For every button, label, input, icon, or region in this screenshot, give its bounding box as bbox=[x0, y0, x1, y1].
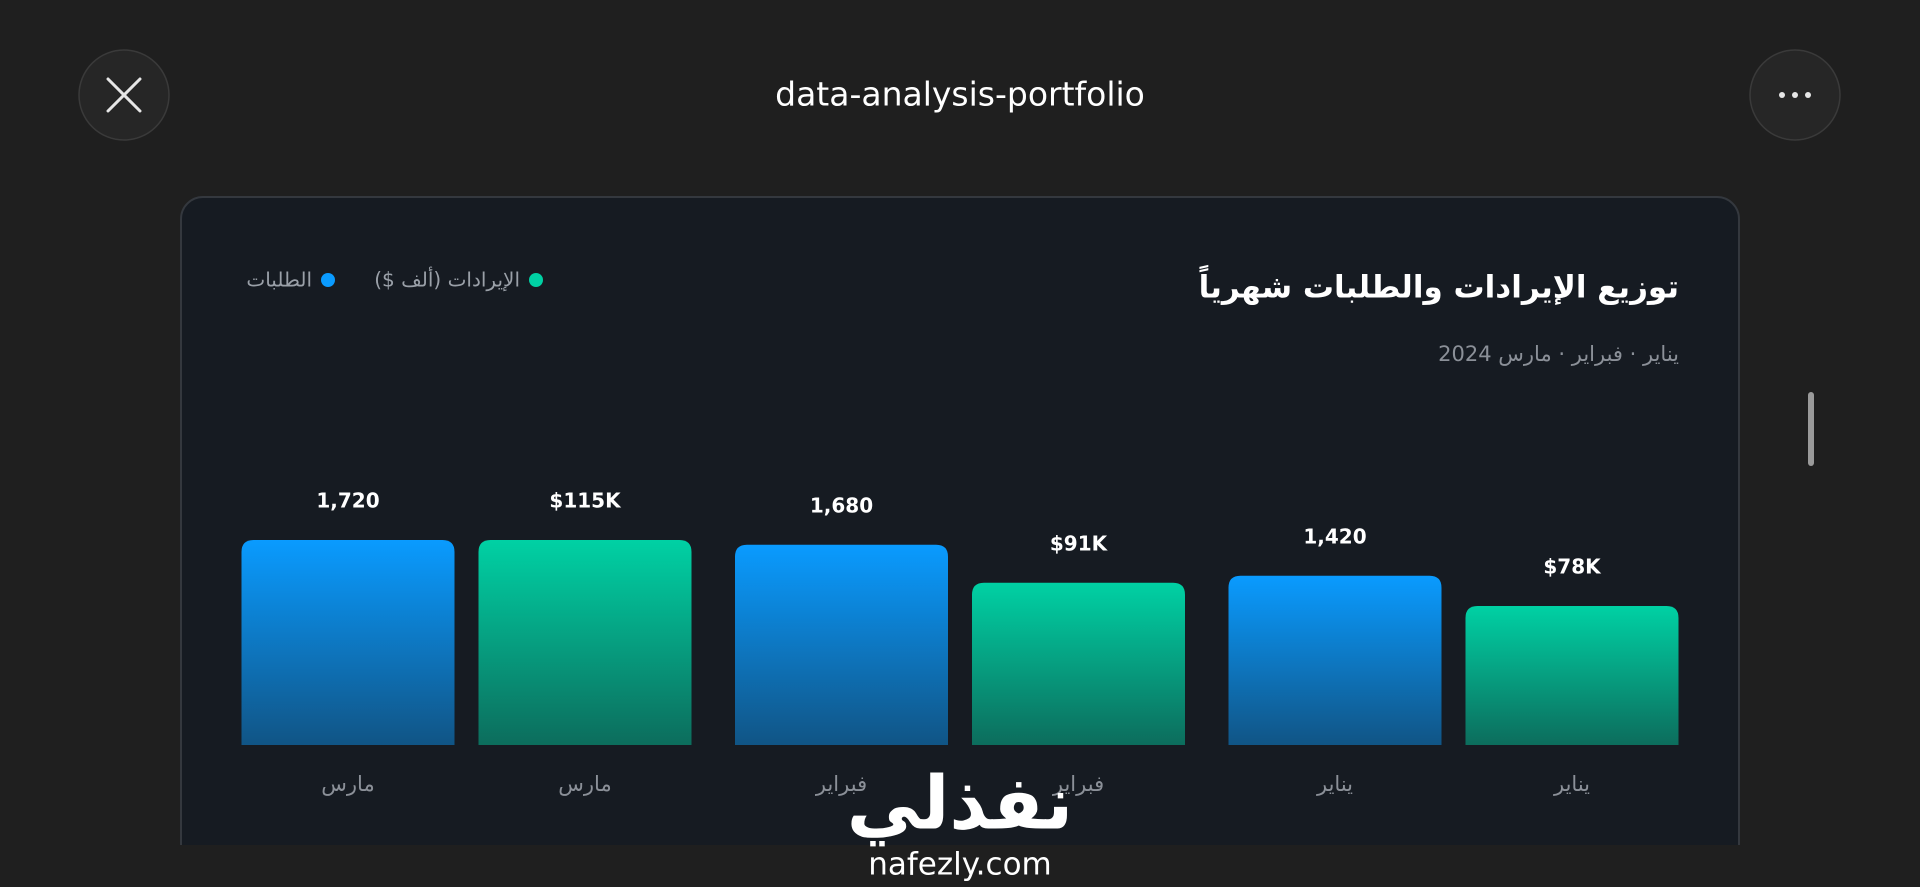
value-label: 1,680 bbox=[810, 493, 873, 517]
x-tick-label: يناير bbox=[1316, 772, 1353, 796]
bar bbox=[972, 582, 1185, 745]
bottom-strip bbox=[0, 845, 1920, 887]
x-tick-label: يناير bbox=[1553, 772, 1590, 796]
x-tick-label: فبراير bbox=[1052, 772, 1104, 796]
bar bbox=[478, 540, 692, 745]
chart-subtitle: يناير · فبراير · مارس 2024 bbox=[1438, 342, 1679, 366]
value-label: $78K bbox=[1543, 554, 1602, 578]
watermark-site: nafezly.com bbox=[868, 847, 1052, 883]
close-icon[interactable] bbox=[106, 77, 142, 113]
menu-button[interactable] bbox=[1749, 49, 1841, 141]
value-label: $115K bbox=[549, 489, 622, 513]
bar bbox=[241, 540, 455, 745]
bar bbox=[1465, 605, 1679, 745]
value-label: 1,420 bbox=[1303, 524, 1366, 548]
chart: الإيرادات (ألف $) الطلبات $78K يناير $91K فبر… bbox=[241, 267, 1679, 796]
legend-swatch bbox=[529, 273, 543, 287]
legend-swatch bbox=[321, 273, 335, 287]
bar bbox=[1228, 575, 1442, 745]
value-label: $91K bbox=[1050, 531, 1109, 555]
page-title: data-analysis-portfolio bbox=[775, 75, 1145, 114]
scrollbar bbox=[1808, 392, 1814, 466]
x-tick-label: مارس bbox=[558, 772, 611, 796]
chart-title: توزيع الإيرادات والطلبات شهرياً bbox=[1199, 265, 1679, 306]
x-tick-label: فبراير bbox=[815, 772, 867, 796]
legend-label: الإيرادات (ألف $) bbox=[374, 267, 520, 292]
close-button[interactable] bbox=[78, 49, 170, 141]
legend-label: الطلبات bbox=[246, 268, 312, 292]
x-tick-label: مارس bbox=[321, 772, 374, 796]
bar bbox=[735, 544, 948, 745]
value-label: 1,720 bbox=[316, 489, 379, 513]
watermark-logo: نفذلي bbox=[847, 761, 1073, 847]
menu-dot[interactable] bbox=[1792, 92, 1798, 98]
menu-dot[interactable] bbox=[1779, 92, 1785, 98]
menu-dot[interactable] bbox=[1805, 92, 1811, 98]
